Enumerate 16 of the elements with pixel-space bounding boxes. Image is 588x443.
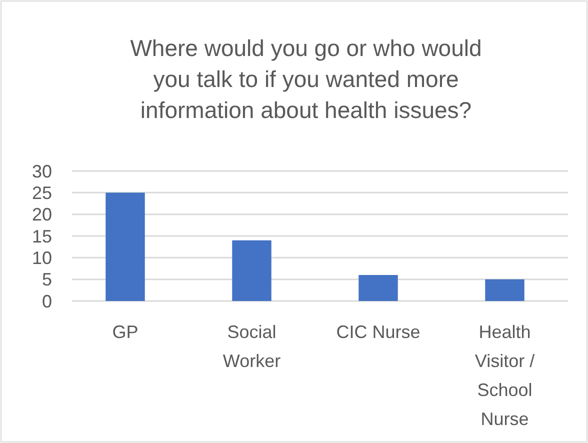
bar	[358, 275, 398, 301]
y-tick-label: 25	[32, 182, 52, 203]
x-tick-label: Health Visitor / School Nurse	[474, 322, 535, 429]
chart-title: Where would you go or who would you talk to if you wanted more information about health issues?	[130, 35, 482, 123]
bar	[485, 279, 524, 301]
y-tick-label: 10	[32, 248, 52, 268]
bar	[106, 192, 145, 301]
bar	[232, 240, 272, 301]
y-tick-label: 0	[42, 291, 52, 312]
x-tick-label: Social Worker	[222, 322, 281, 371]
x-tick-label: GP	[112, 322, 138, 342]
y-tick-label: 30	[32, 161, 52, 182]
y-tick-label: 15	[32, 226, 52, 246]
y-tick-label: 5	[42, 270, 52, 290]
y-tick-label: 20	[32, 204, 52, 225]
x-tick-label: CIC Nurse	[336, 322, 420, 342]
